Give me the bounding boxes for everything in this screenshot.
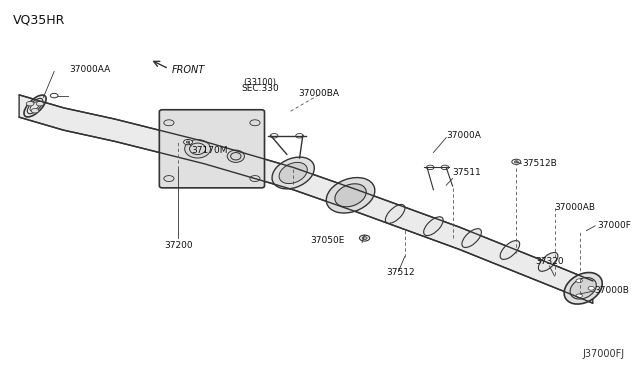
Ellipse shape: [335, 184, 366, 207]
Ellipse shape: [272, 157, 314, 189]
FancyBboxPatch shape: [159, 110, 264, 188]
Circle shape: [186, 141, 190, 143]
Text: 37050E: 37050E: [310, 236, 344, 245]
Text: 37170M: 37170M: [191, 146, 228, 155]
Circle shape: [296, 134, 303, 138]
Text: FRONT: FRONT: [172, 65, 205, 75]
Circle shape: [270, 134, 278, 138]
Ellipse shape: [24, 95, 46, 117]
Circle shape: [250, 120, 260, 126]
Circle shape: [31, 109, 39, 113]
Circle shape: [184, 140, 193, 145]
Circle shape: [362, 237, 367, 240]
Text: (33100): (33100): [244, 78, 276, 87]
Ellipse shape: [185, 140, 211, 158]
Text: 37000B: 37000B: [595, 286, 630, 295]
Text: 37200: 37200: [164, 241, 193, 250]
Circle shape: [250, 176, 260, 182]
Circle shape: [588, 286, 595, 290]
Text: 37000AB: 37000AB: [554, 203, 595, 212]
Text: 37000AA: 37000AA: [69, 65, 110, 74]
Ellipse shape: [462, 229, 481, 247]
Circle shape: [51, 93, 58, 98]
Circle shape: [26, 102, 34, 106]
Text: J37000FJ: J37000FJ: [582, 349, 625, 359]
Text: 37512B: 37512B: [523, 159, 557, 168]
Ellipse shape: [385, 205, 405, 223]
Circle shape: [426, 165, 434, 170]
Ellipse shape: [28, 98, 43, 114]
Circle shape: [576, 279, 582, 283]
Text: 37000F: 37000F: [597, 221, 631, 230]
Ellipse shape: [538, 253, 558, 271]
Ellipse shape: [230, 153, 241, 160]
Polygon shape: [19, 95, 593, 303]
Ellipse shape: [564, 273, 602, 304]
Circle shape: [164, 120, 174, 126]
Text: 37320: 37320: [535, 257, 564, 266]
Ellipse shape: [570, 278, 596, 299]
Circle shape: [441, 165, 449, 170]
Ellipse shape: [279, 163, 307, 183]
Ellipse shape: [424, 217, 443, 235]
Ellipse shape: [30, 101, 40, 111]
Circle shape: [576, 294, 582, 298]
Ellipse shape: [500, 241, 520, 259]
Ellipse shape: [227, 150, 244, 163]
Text: SEC.330: SEC.330: [241, 84, 279, 93]
Text: 37000A: 37000A: [446, 131, 481, 140]
Ellipse shape: [189, 143, 205, 154]
Circle shape: [360, 235, 370, 241]
Circle shape: [164, 176, 174, 182]
Circle shape: [515, 161, 518, 163]
Ellipse shape: [326, 177, 375, 213]
Text: VQ35HR: VQ35HR: [13, 13, 65, 26]
Circle shape: [512, 159, 521, 164]
Circle shape: [36, 102, 44, 106]
Text: 37512: 37512: [386, 267, 415, 276]
Text: 37511: 37511: [452, 168, 481, 177]
Text: 37000BA: 37000BA: [298, 89, 339, 98]
